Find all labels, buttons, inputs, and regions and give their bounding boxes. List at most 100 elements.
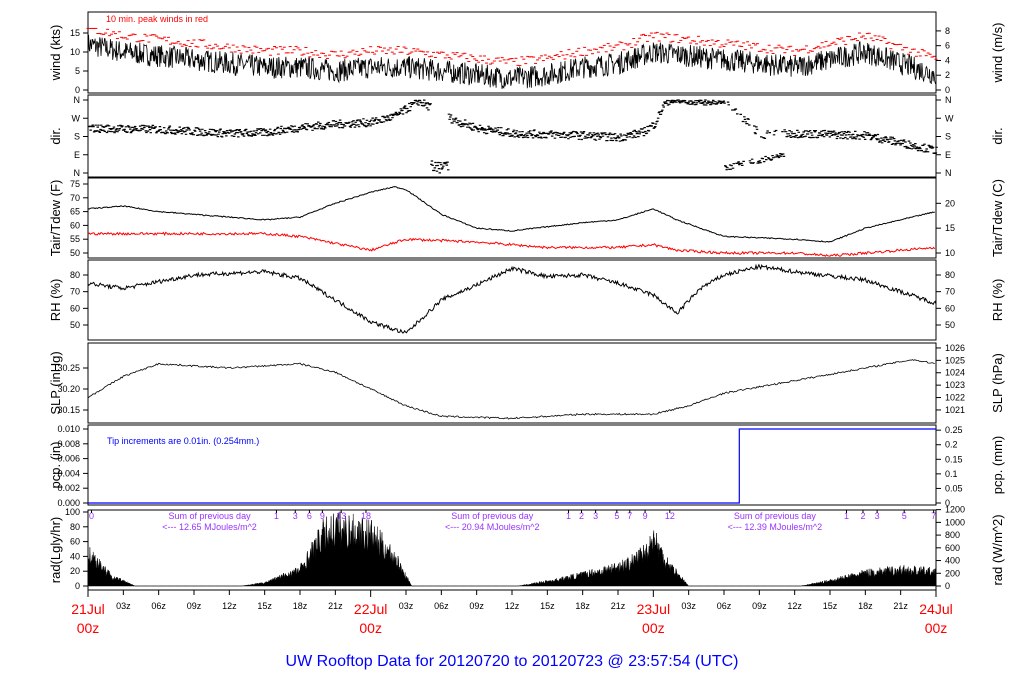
cumulative-hour-label: 9	[320, 511, 325, 521]
slp-line	[87, 359, 935, 420]
rad-left-tick-label: 0	[75, 581, 80, 591]
wind-left-tick-label: 15	[70, 28, 80, 38]
slp-panel-frame	[87, 342, 937, 424]
daily-sum-label: Sum of previous day	[451, 511, 534, 521]
pcp-left-tick-label: 0.000	[57, 498, 80, 508]
tdew-line	[87, 231, 936, 258]
wind-right-axis-label: wind (m/s)	[990, 23, 1005, 84]
peak-winds-annotation: 10 min. peak winds in red	[106, 14, 208, 24]
day-date-label: 24Jul	[919, 601, 952, 617]
cumulative-hour-label: 6	[307, 511, 312, 521]
dir-right-tick-label: W	[945, 113, 954, 123]
hour-tick-label: 21z	[893, 601, 908, 611]
tair-line	[87, 186, 935, 243]
cumulative-hour-label: 12	[665, 511, 675, 521]
slp-right-tick-label: 1024	[945, 368, 965, 378]
hour-tick-label: 09z	[187, 601, 202, 611]
day-time-label: 00z	[925, 620, 948, 636]
wind-left-axis-label: wind (kts)	[48, 25, 63, 82]
pcp-left-tick-label: 0.008	[57, 439, 80, 449]
wind-right-tick-label: 0	[945, 85, 950, 95]
hour-tick-label: 12z	[787, 601, 802, 611]
day-time-label: 00z	[642, 620, 665, 636]
day-time-label: 00z	[77, 620, 100, 636]
pcp-left-tick-label: 0.004	[57, 468, 80, 478]
pcp-right-tick-label: 0.05	[945, 483, 963, 493]
pcp-panel-frame	[87, 424, 937, 506]
slp-right-tick-label: 1025	[945, 355, 965, 365]
slp-right-tick-label: 1022	[945, 393, 965, 403]
slp-left-axis-label: SLP (inHg)	[48, 351, 63, 414]
pcp-right-axis-label: pcp. (mm)	[990, 436, 1005, 495]
wind-left-tick-label: 5	[75, 66, 80, 76]
rh-right-axis-label: RH (%)	[990, 279, 1005, 322]
rh-right-tick-label: 60	[945, 303, 955, 313]
dir-left-tick-label: S	[74, 132, 80, 142]
rad-left-axis-label: rad(Lgly/hr)	[48, 517, 63, 583]
day-date-label: 22Jul	[354, 601, 387, 617]
day-time-label: 00z	[359, 620, 382, 636]
dir-right-tick-label: S	[945, 132, 951, 142]
pcp-right-tick-label: 0.15	[945, 454, 963, 464]
hour-tick-label: 06z	[717, 601, 732, 611]
cumulative-hour-label: 2	[860, 511, 865, 521]
hour-tick-label: 21z	[328, 601, 343, 611]
pcp-right-tick-label: 0.25	[945, 425, 963, 435]
cumulative-hour-label: 3	[593, 511, 598, 521]
pcp-right-tick-label: 0.2	[945, 440, 958, 450]
hour-tick-label: 12z	[222, 601, 237, 611]
rh-right-tick-label: 50	[945, 320, 955, 330]
dir-right-tick-label: N	[945, 95, 952, 105]
hour-tick-label: 03z	[116, 601, 131, 611]
dir-left-axis-label: dir.	[48, 127, 63, 144]
rh-left-tick-label: 50	[70, 320, 80, 330]
dir-left-tick-label: E	[74, 150, 80, 160]
hour-tick-label: 21z	[611, 601, 626, 611]
pcp-left-tick-label: 0.006	[57, 454, 80, 464]
rad-right-axis-label: rad (W/m^2)	[990, 514, 1005, 585]
slp-right-tick-label: 1026	[945, 343, 965, 353]
temp-left-tick-label: 50	[70, 248, 80, 258]
rh-panel-frame	[87, 259, 937, 341]
cumulative-hour-label: 13	[336, 511, 346, 521]
temp-left-tick-label: 70	[70, 193, 80, 203]
slp-right-tick-label: 1021	[945, 405, 965, 415]
dir-right-tick-label: N	[945, 168, 952, 178]
rad-right-tick-label: 0	[945, 581, 950, 591]
chart-title: UW Rooftop Data for 20120720 to 20120723…	[286, 653, 739, 670]
temp-right-tick-label: 20	[945, 198, 955, 208]
cumulative-hour-label: 18	[361, 511, 371, 521]
dir-left-tick-label: N	[74, 95, 81, 105]
temp-left-tick-label: 60	[70, 220, 80, 230]
slp-left-tick-label: 30.20	[57, 384, 80, 394]
dir-left-tick-label: N	[74, 168, 81, 178]
rad-left-tick-label: 20	[70, 566, 80, 576]
cumulative-hour-label: 2	[579, 511, 584, 521]
pcp-left-axis-label: pcp. (in)	[48, 442, 63, 489]
rad-right-tick-label: 800	[945, 530, 960, 540]
temp-panel-frame	[87, 177, 937, 259]
wind-right-tick-label: 4	[945, 55, 950, 65]
rad-right-tick-label: 1000	[945, 517, 965, 527]
hour-tick-label: 15z	[823, 601, 838, 611]
hour-tick-label: 18z	[575, 601, 590, 611]
hour-tick-label: 06z	[151, 601, 166, 611]
cumulative-hour-label: 1	[566, 511, 571, 521]
rad-left-tick-label: 40	[70, 551, 80, 561]
temp-right-tick-label: 10	[945, 248, 955, 258]
rad-right-tick-label: 200	[945, 568, 960, 578]
temp-left-tick-label: 75	[70, 179, 80, 189]
rh-left-tick-label: 60	[70, 303, 80, 313]
cumulative-hour-label: 0	[89, 511, 94, 521]
cumulative-hour-label: 1	[274, 511, 279, 521]
temp-left-tick-label: 65	[70, 207, 80, 217]
hour-tick-label: 12z	[505, 601, 520, 611]
cumulative-hour-label: 1	[844, 511, 849, 521]
pcp-left-tick-label: 0.010	[57, 424, 80, 434]
cumulative-hour-label: 7	[627, 511, 632, 521]
slp-left-tick-label: 30.25	[57, 363, 80, 373]
rad-left-tick-label: 80	[70, 522, 80, 532]
hour-tick-label: 06z	[434, 601, 449, 611]
daily-sum-value: <--- 12.39 MJoules/m^2	[728, 522, 823, 532]
